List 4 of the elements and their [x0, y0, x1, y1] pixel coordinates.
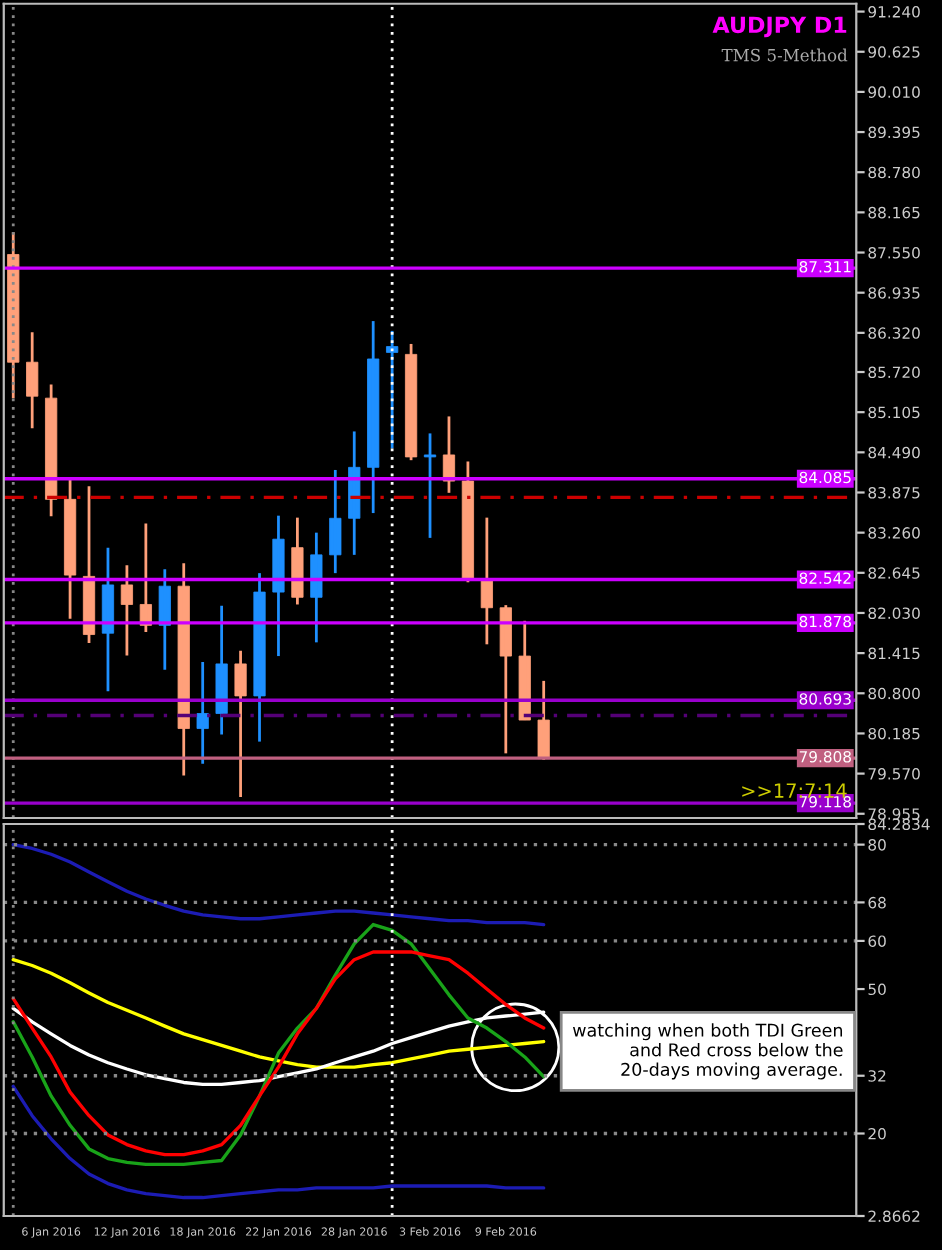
annotation: watching when both TDI Green and Red cross below the 20-days moving average.	[572, 1023, 843, 1080]
text: AUDJPY D1	[712, 16, 847, 38]
text: TMS 5-Method	[721, 48, 848, 62]
annotation: >>17:7:14	[742, 783, 847, 798]
